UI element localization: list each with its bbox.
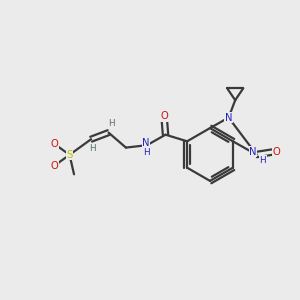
Text: H: H: [260, 156, 266, 165]
Text: H: H: [89, 144, 96, 153]
Text: H: H: [108, 119, 115, 128]
Text: O: O: [51, 139, 58, 149]
Text: N: N: [142, 138, 150, 148]
Text: O: O: [272, 146, 280, 157]
Text: H: H: [143, 148, 149, 157]
Text: N: N: [225, 112, 232, 123]
Text: O: O: [160, 111, 168, 121]
Text: S: S: [66, 150, 73, 160]
Text: O: O: [51, 160, 58, 171]
Text: N: N: [249, 147, 257, 157]
